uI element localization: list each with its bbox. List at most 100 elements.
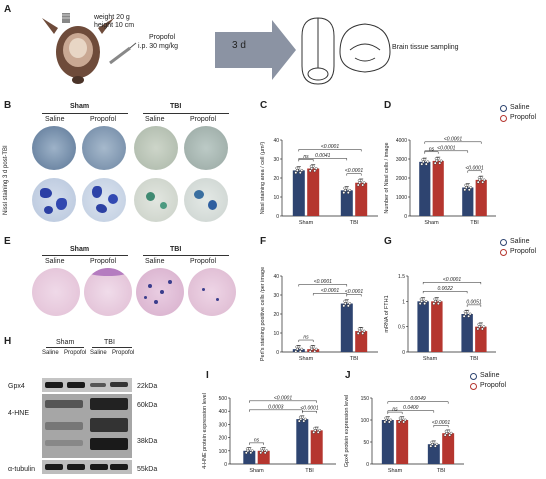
data-point	[435, 442, 439, 446]
data-point	[463, 310, 467, 314]
bar-saline	[296, 419, 309, 464]
x-tick-label: Sham	[423, 356, 438, 362]
y-axis-label: Nissl staining area / cell (μm²)	[260, 142, 266, 215]
data-point	[449, 431, 453, 435]
panel-h-group-sham: Sham	[56, 339, 75, 346]
data-point	[482, 178, 486, 182]
bar-propofol	[475, 326, 487, 352]
y-tick-label: 500	[219, 396, 228, 402]
panel-f-label: F	[260, 236, 267, 247]
panel-d-label: D	[384, 100, 392, 111]
legend-propofol-label: Propofol	[480, 382, 507, 389]
y-axis-label: Gpx4 protein expression level	[344, 395, 350, 467]
panel-e-sub-1: Saline	[45, 258, 65, 265]
panel-e-sub-2: Propofol	[90, 258, 117, 265]
arrow-icon	[215, 20, 296, 80]
significance-bracket	[422, 291, 468, 294]
panel-a-label: A	[4, 4, 12, 15]
significance-bracket	[424, 150, 469, 153]
y-tick-label: 40	[273, 138, 279, 144]
panel-b-sub-4: Propofol	[190, 116, 217, 123]
significance-bracket	[298, 284, 348, 287]
data-point	[462, 314, 466, 318]
data-point	[295, 166, 299, 170]
y-tick-label: 0	[402, 350, 405, 356]
data-point	[362, 329, 366, 333]
data-point	[464, 183, 468, 187]
significance-bracket	[249, 400, 317, 403]
data-point	[478, 178, 482, 182]
nissl-micrograph	[32, 126, 76, 170]
data-point	[310, 347, 314, 351]
dose-text: i.p. 30 mg/kg	[138, 43, 179, 50]
data-point	[444, 429, 448, 433]
perls-micrograph	[84, 268, 132, 316]
data-point	[448, 433, 452, 437]
data-point	[300, 169, 304, 172]
data-point	[398, 416, 402, 420]
data-point	[346, 304, 350, 308]
y-axis-label: mRNA of FTH1	[384, 295, 390, 332]
marker-55kda: 55kDa	[137, 466, 158, 473]
data-point	[402, 420, 406, 424]
significance-label: <0.0001	[345, 289, 363, 295]
x-tick-label: TBI	[437, 468, 446, 474]
panel-b-ylabel: Nissl staining 3 d post-TBI	[3, 145, 9, 215]
legend-propofol-label: Propofol	[510, 114, 537, 121]
data-point	[313, 426, 317, 430]
data-point	[436, 302, 440, 306]
data-point	[343, 188, 347, 192]
bar-propofol	[442, 433, 455, 464]
significance-label: ns	[303, 335, 309, 341]
significance-bracket	[302, 410, 317, 414]
data-point	[265, 449, 269, 453]
y-axis-label: Number of Nissl cells / image	[384, 142, 390, 213]
data-point	[421, 160, 425, 164]
bar-propofol	[307, 349, 320, 352]
data-point	[477, 176, 481, 180]
data-point	[433, 297, 437, 301]
y-tick-label: 10	[273, 195, 279, 201]
data-point	[433, 444, 437, 448]
bar-propofol	[355, 331, 368, 352]
bar-propofol	[355, 182, 368, 216]
bar-propofol	[475, 179, 487, 216]
weight-text: weight 20 g	[94, 14, 130, 21]
data-point	[260, 447, 264, 451]
chart-f: 0 10 20 30 40 Perl's staining positive cells …	[260, 267, 378, 362]
significance-label: ns	[303, 154, 309, 160]
data-point	[387, 420, 391, 424]
x-tick-label: Sham	[424, 220, 439, 226]
data-point	[316, 430, 320, 434]
data-point	[435, 159, 439, 163]
data-point	[463, 188, 467, 192]
data-point	[464, 312, 468, 316]
data-point	[424, 299, 428, 303]
wb-row-tubulin: α-tubulin	[8, 466, 36, 473]
x-tick-label: TBI	[470, 356, 479, 362]
data-point	[314, 167, 318, 170]
x-tick-label: Sham	[299, 356, 314, 362]
mouse-icon	[42, 18, 114, 84]
data-point	[313, 350, 317, 353]
significance-bracket	[467, 170, 482, 173]
bar-propofol	[432, 160, 444, 216]
duration-text: 3 d	[232, 40, 246, 51]
significance-bracket	[433, 425, 449, 428]
bar-saline	[462, 187, 474, 216]
significance-bracket	[298, 158, 348, 161]
legend-propofol-marker	[500, 115, 507, 122]
legend-saline-marker	[500, 105, 507, 112]
panel-e-group-tbi: TBI	[170, 246, 182, 253]
data-point	[356, 331, 360, 335]
chart-j: 0 50 100 150 Gpx4 protein expression level Sh…	[344, 395, 464, 474]
panel-b-label: B	[4, 100, 12, 111]
data-point	[421, 158, 425, 161]
y-tick-label: 0	[224, 462, 227, 468]
y-tick-label: 4000	[396, 138, 407, 144]
data-point	[480, 327, 484, 331]
y-tick-label: 0.5	[398, 325, 405, 331]
significance-label: ns	[429, 146, 435, 152]
panel-h-sub-4: Propofol	[112, 350, 135, 356]
bar-saline	[292, 170, 305, 216]
